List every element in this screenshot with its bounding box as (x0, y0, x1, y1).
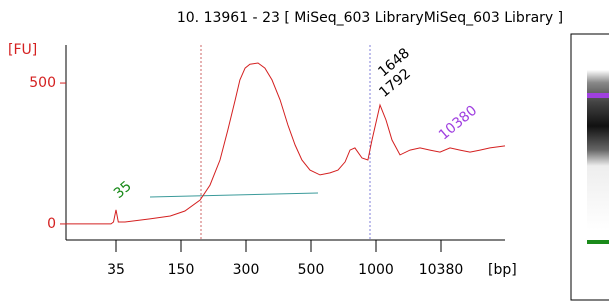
x-tick-label: 150 (168, 262, 195, 278)
x-tick-label: 35 (107, 262, 125, 278)
x-axis-label: [bp] (488, 262, 517, 278)
gel-lane (571, 34, 609, 300)
trace (66, 63, 505, 224)
x-tick-label: 1000 (358, 262, 394, 278)
chart-title: 10. 13961 - 23 [ MiSeq_603 LibraryMiSeq_… (177, 10, 563, 26)
y-tick-label: 500 (29, 75, 56, 91)
x-tick-label: 300 (233, 262, 260, 278)
x-tick-label: 500 (298, 262, 325, 278)
baseline (150, 193, 318, 197)
peak-label: 35 (111, 178, 135, 202)
chart: 10. 13961 - 23 [ MiSeq_603 LibraryMiSeq_… (0, 0, 609, 303)
peak-label: 10380 (436, 103, 480, 144)
y-axis-label: [FU] (8, 42, 37, 58)
y-tick-label: 0 (47, 216, 56, 232)
x-tick-label: 10380 (419, 262, 464, 278)
